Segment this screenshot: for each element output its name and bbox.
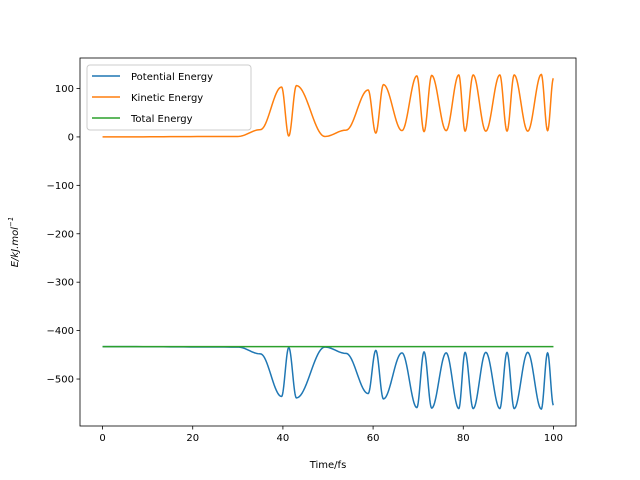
x-tick-label: 0 (99, 433, 105, 444)
series-line-kinetic-energy (102, 73, 555, 138)
y-axis-label-superscript: −1 (7, 217, 15, 227)
y-axis: 100 0 −100 −200 −300 −400 −500 (47, 84, 80, 386)
x-tick-label: 20 (186, 433, 199, 444)
y-axis-label: E/kJ.mol−1 (7, 217, 21, 268)
y-tick-label: 0 (68, 132, 74, 143)
legend-label: Potential Energy (131, 72, 213, 83)
x-axis-label: Time/fs (309, 460, 347, 471)
y-tick-label: −200 (47, 229, 74, 240)
x-tick-label: 60 (367, 433, 380, 444)
legend-label: Kinetic Energy (131, 93, 203, 104)
y-tick-label: −500 (47, 375, 74, 386)
legend: Potential Energy Kinetic Energy Total Ener… (86, 64, 252, 131)
x-tick-label: 100 (544, 433, 563, 444)
series-line-potential-energy (102, 345, 555, 410)
y-axis-label-text: E/kJ.mol (10, 227, 21, 267)
y-tick-label: −100 (47, 181, 74, 192)
x-axis: 0 20 40 60 80 100 (99, 426, 563, 444)
x-tick-label: 40 (277, 433, 290, 444)
y-tick-label: −300 (47, 278, 74, 289)
y-tick-label: −400 (47, 326, 74, 337)
axes-frame (79, 57, 577, 427)
legend-box (86, 64, 252, 131)
legend-label: Total Energy (130, 114, 193, 125)
plot-area (102, 73, 555, 410)
x-tick-label: 80 (457, 433, 470, 444)
y-tick-label: 100 (55, 84, 74, 95)
